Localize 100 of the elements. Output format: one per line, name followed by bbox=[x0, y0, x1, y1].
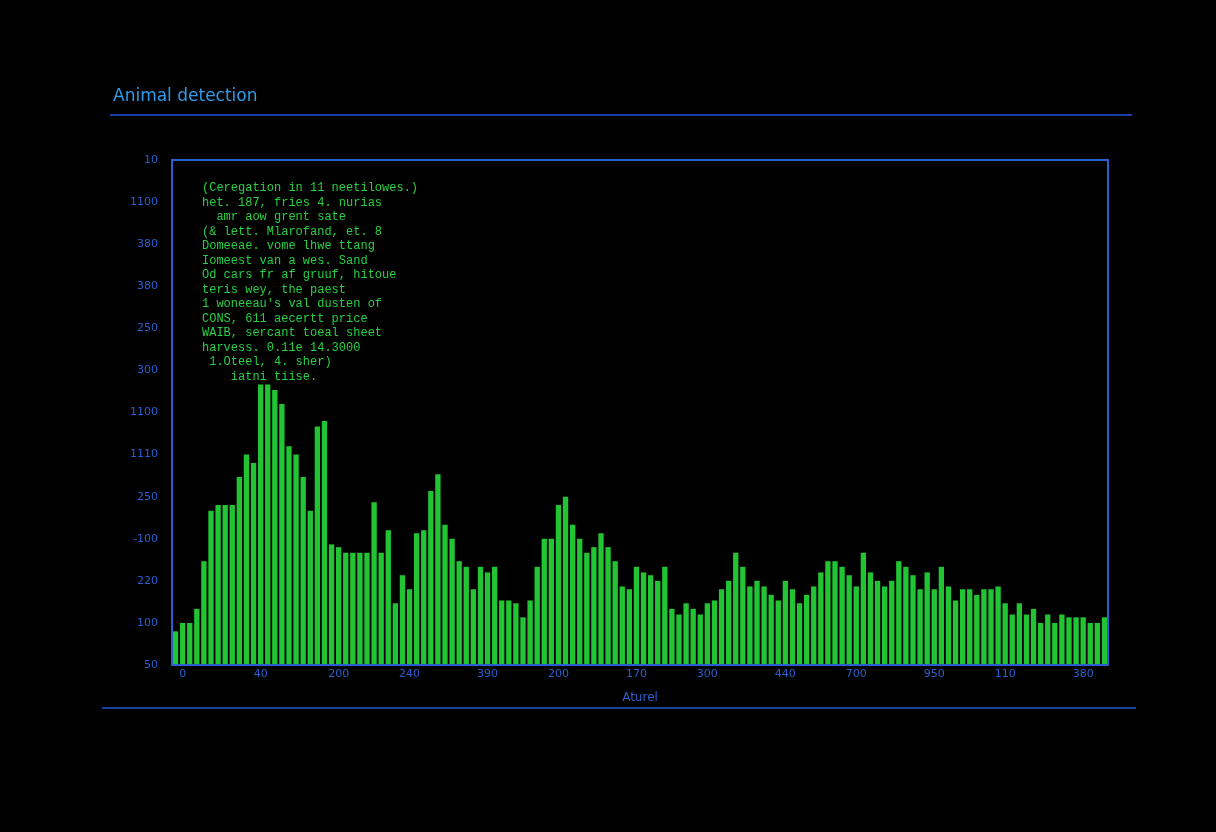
text: 10 bbox=[144, 152, 158, 166]
bar bbox=[257, 384, 264, 665]
bar bbox=[967, 589, 973, 665]
bar bbox=[881, 586, 888, 665]
bar bbox=[1016, 603, 1023, 665]
bar bbox=[428, 491, 434, 665]
bar bbox=[584, 552, 590, 665]
text: -100 bbox=[133, 531, 158, 545]
bar bbox=[1087, 622, 1093, 665]
bar bbox=[555, 505, 562, 665]
bar bbox=[321, 420, 328, 665]
bar bbox=[924, 572, 930, 665]
text: 1110 bbox=[130, 447, 158, 461]
bar bbox=[725, 580, 732, 665]
bar bbox=[1045, 614, 1051, 665]
bar bbox=[789, 589, 796, 665]
bar bbox=[378, 552, 384, 665]
bar bbox=[194, 608, 200, 665]
text: 1100 bbox=[130, 405, 158, 419]
bar bbox=[385, 530, 391, 665]
bar bbox=[1037, 622, 1044, 665]
bar bbox=[236, 477, 243, 665]
bar bbox=[406, 589, 413, 665]
bar bbox=[1094, 622, 1101, 665]
bar bbox=[499, 600, 505, 665]
bar bbox=[222, 505, 228, 665]
bar bbox=[974, 594, 980, 665]
bar bbox=[413, 533, 420, 665]
bar bbox=[1002, 603, 1008, 665]
bar bbox=[229, 505, 235, 665]
bar bbox=[1009, 614, 1015, 665]
bar bbox=[314, 426, 321, 665]
text: 380 bbox=[137, 237, 158, 251]
bar bbox=[477, 566, 484, 665]
bar bbox=[874, 580, 881, 665]
bar bbox=[704, 603, 711, 665]
bar bbox=[343, 552, 349, 665]
bar bbox=[300, 477, 306, 665]
bar bbox=[690, 608, 696, 665]
x-tick-label: 110 bbox=[994, 667, 1016, 681]
bar bbox=[1023, 614, 1030, 665]
bar bbox=[740, 566, 746, 665]
bar bbox=[633, 566, 640, 665]
text: (Ceregation in 11 neetilowes.) het. 187, fries 4. nurias amr aow grent sate (& lett. Mlarofand, et. 8 Domeeae. vome lhwe ttang Iomeest van a wes. Sand Od cars fr af gruuf, hitoue teris wey, the paest 1 woneeau's val dusten of CONS, 611 aecertt price WAIB, sercant toeal sheet harvess. 0.11e 14.3000 1.Oteel, 4. sher) iatni tiise. bbox=[202, 181, 419, 384]
bar bbox=[945, 586, 952, 665]
text: 250 bbox=[137, 321, 158, 335]
bar bbox=[456, 561, 462, 665]
bar bbox=[399, 575, 406, 665]
bar bbox=[328, 544, 335, 665]
text: 250 bbox=[137, 489, 158, 503]
bar bbox=[803, 594, 810, 665]
x-tick-label: 200 bbox=[328, 667, 350, 681]
bar bbox=[187, 622, 193, 665]
bar bbox=[562, 496, 569, 665]
bar bbox=[307, 510, 313, 665]
x-tick-label: 950 bbox=[923, 667, 945, 681]
bar bbox=[662, 566, 668, 665]
x-axis-title: Aturel bbox=[622, 689, 658, 704]
bar bbox=[243, 454, 250, 665]
text: 1100 bbox=[130, 194, 158, 208]
bar bbox=[796, 603, 803, 665]
x-tick-label: 380 bbox=[1072, 667, 1094, 681]
bar bbox=[577, 538, 583, 665]
bar bbox=[818, 572, 824, 665]
bar bbox=[640, 572, 647, 665]
x-tick-label: 390 bbox=[477, 667, 499, 681]
bar bbox=[959, 589, 966, 665]
text: 50 bbox=[144, 657, 158, 671]
bar bbox=[768, 594, 774, 665]
text: 100 bbox=[137, 615, 158, 629]
x-tick-label: 0 bbox=[179, 667, 187, 681]
bar bbox=[1052, 622, 1058, 665]
bar bbox=[860, 552, 867, 665]
bar bbox=[335, 547, 342, 665]
bar bbox=[655, 580, 661, 665]
bar bbox=[619, 586, 625, 665]
bar bbox=[612, 561, 618, 665]
bar bbox=[541, 538, 547, 665]
bar bbox=[775, 600, 781, 665]
bar bbox=[889, 580, 895, 665]
bar bbox=[931, 589, 937, 665]
bar bbox=[172, 631, 179, 665]
bar bbox=[853, 586, 859, 665]
bar bbox=[718, 589, 725, 665]
bar bbox=[392, 603, 399, 665]
bar bbox=[548, 538, 555, 665]
bar bbox=[272, 390, 278, 665]
bar bbox=[647, 575, 654, 665]
bar bbox=[491, 566, 498, 665]
bar bbox=[463, 566, 469, 665]
bar bbox=[1080, 617, 1086, 665]
bar bbox=[867, 572, 874, 665]
text: 300 bbox=[137, 363, 158, 377]
bar bbox=[421, 530, 427, 665]
x-tick-label: 300 bbox=[696, 667, 718, 681]
x-tick-label: 240 bbox=[399, 667, 421, 681]
x-tick-label: 200 bbox=[547, 667, 569, 681]
x-tick-label: 40 bbox=[253, 667, 268, 681]
bar bbox=[1101, 617, 1108, 665]
bar bbox=[179, 622, 186, 665]
